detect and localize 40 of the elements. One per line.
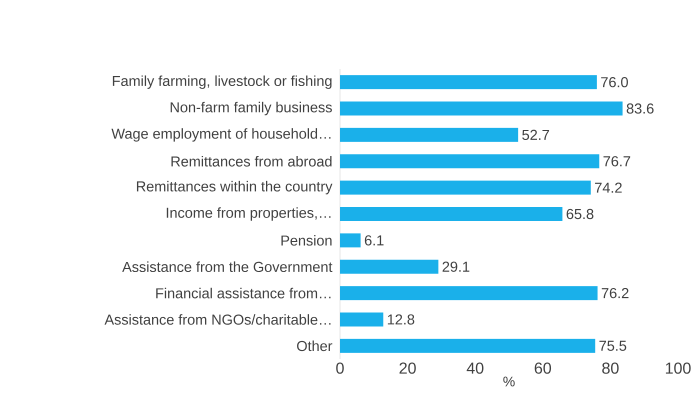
y-tick-label: Non-farm family business [170, 102, 332, 116]
bar [340, 75, 597, 90]
y-tick-label: Family farming, livestock or fishing [112, 75, 332, 89]
data-label: 52.7 [522, 130, 550, 140]
y-tick-label: Assistance from the Government [122, 261, 332, 272]
bar [340, 154, 600, 168]
y-tick-label: Remittances from abroad [171, 156, 332, 167]
y-tick-label: Income from properties,… [166, 207, 330, 221]
bar [340, 233, 361, 248]
data-label: 76.7 [604, 156, 630, 166]
x-tick-label: 100 [666, 362, 691, 374]
data-label: 76.0 [601, 77, 628, 88]
x-tick-label: 0 [336, 362, 344, 374]
y-tick-label: Wage employment of household… [111, 128, 330, 142]
x-tick-label: 20 [400, 362, 416, 374]
data-label: 65.8 [566, 208, 594, 220]
y-tick-label: Financial assistance from… [156, 288, 330, 298]
bar [340, 180, 591, 195]
data-label: 74.2 [595, 182, 622, 193]
bar [340, 207, 562, 221]
bar [340, 102, 623, 116]
bar [340, 286, 598, 300]
bar [340, 338, 596, 353]
data-label: 83.6 [626, 103, 654, 114]
bar [340, 128, 518, 142]
data-label: 75.5 [599, 340, 626, 351]
data-label: 29.1 [442, 262, 470, 272]
data-label: 12.8 [388, 314, 414, 325]
y-tick-label: Other [297, 340, 332, 352]
x-tick-label: 80 [602, 362, 619, 374]
bar [340, 260, 438, 274]
data-label: 76.2 [602, 288, 628, 298]
y-tick-label: Remittances within the country [136, 180, 332, 194]
x-tick-label: 60 [534, 362, 552, 374]
x-tick-label: 40 [466, 362, 484, 374]
data-label: 6.1 [364, 235, 384, 246]
bar [340, 312, 384, 326]
y-tick-label: Pension [281, 235, 332, 246]
y-tick-label: Assistance from NGOs/charitable… [104, 314, 330, 325]
x-axis-title: % [503, 376, 515, 386]
